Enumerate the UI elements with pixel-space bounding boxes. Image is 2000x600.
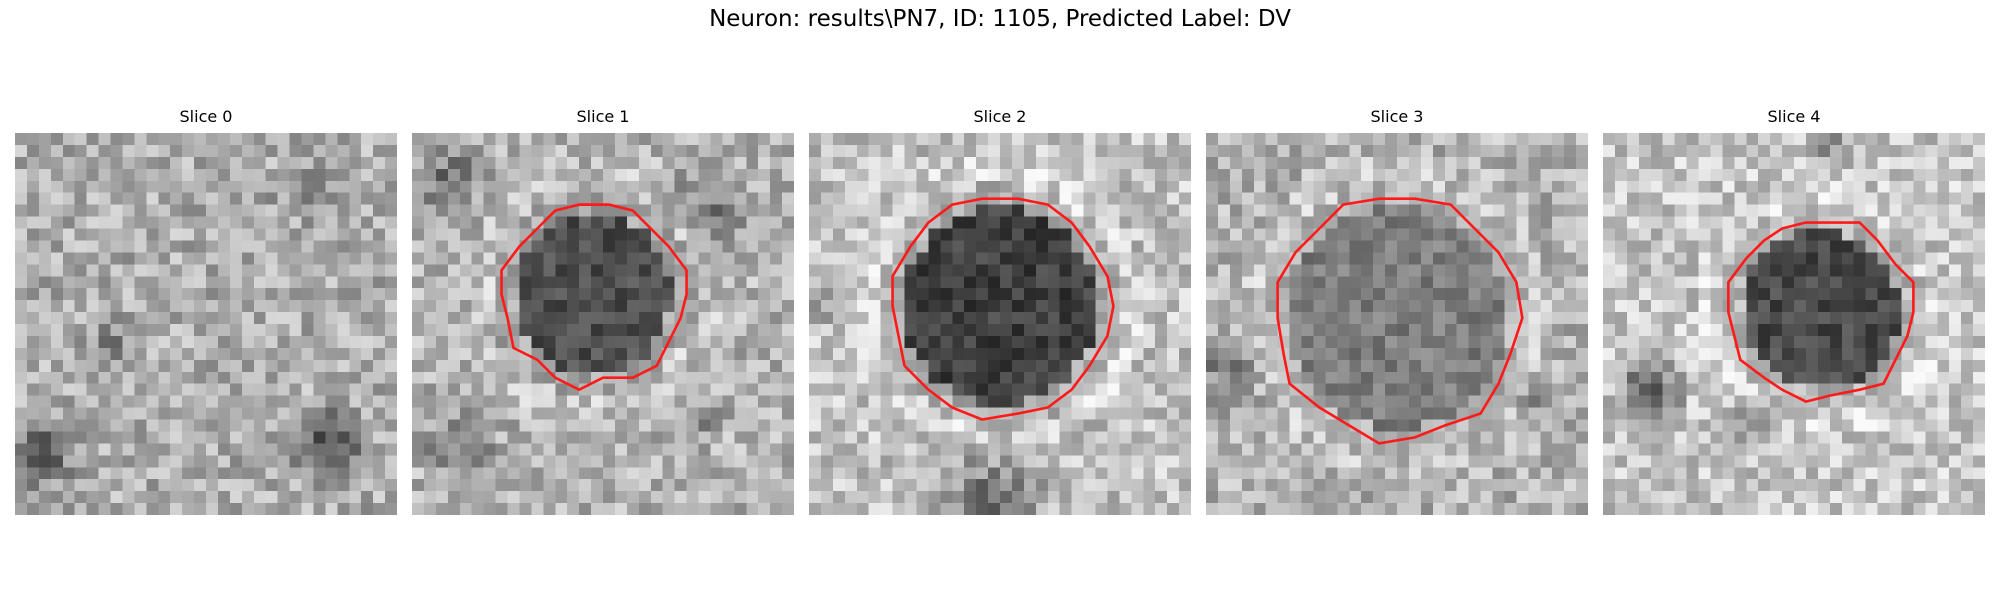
slice-title-1: Slice 1 (576, 107, 630, 126)
pixel-grid (1206, 133, 1588, 515)
slice-image-0 (15, 133, 397, 515)
pixel-grid (412, 133, 794, 515)
slice-title-0: Slice 0 (179, 107, 233, 126)
pixel-grid (1603, 133, 1985, 515)
slice-title-4: Slice 4 (1767, 107, 1821, 126)
slice-image-3 (1206, 133, 1588, 515)
pixel-grid (809, 133, 1191, 515)
slice-image-1 (412, 133, 794, 515)
segmentation-contour-3 (1276, 197, 1524, 445)
slice-panel-2: Slice 2 (809, 107, 1191, 515)
slice-image-2 (809, 133, 1191, 515)
slice-panel-1: Slice 1 (412, 107, 794, 515)
pixel-grid (15, 133, 397, 515)
segmentation-contour-4 (1727, 221, 1915, 403)
slice-panel-0: Slice 0 (15, 107, 397, 515)
segmentation-contour-1 (500, 203, 688, 392)
figure-title: Neuron: results\PN7, ID: 1105, Predicted… (709, 6, 1291, 32)
slice-title-3: Slice 3 (1370, 107, 1424, 126)
slice-title-2: Slice 2 (973, 107, 1027, 126)
slice-image-4 (1603, 133, 1985, 515)
slice-panel-3: Slice 3 (1206, 107, 1588, 515)
slice-panel-4: Slice 4 (1603, 107, 1985, 515)
segmentation-contour-2 (891, 197, 1115, 421)
